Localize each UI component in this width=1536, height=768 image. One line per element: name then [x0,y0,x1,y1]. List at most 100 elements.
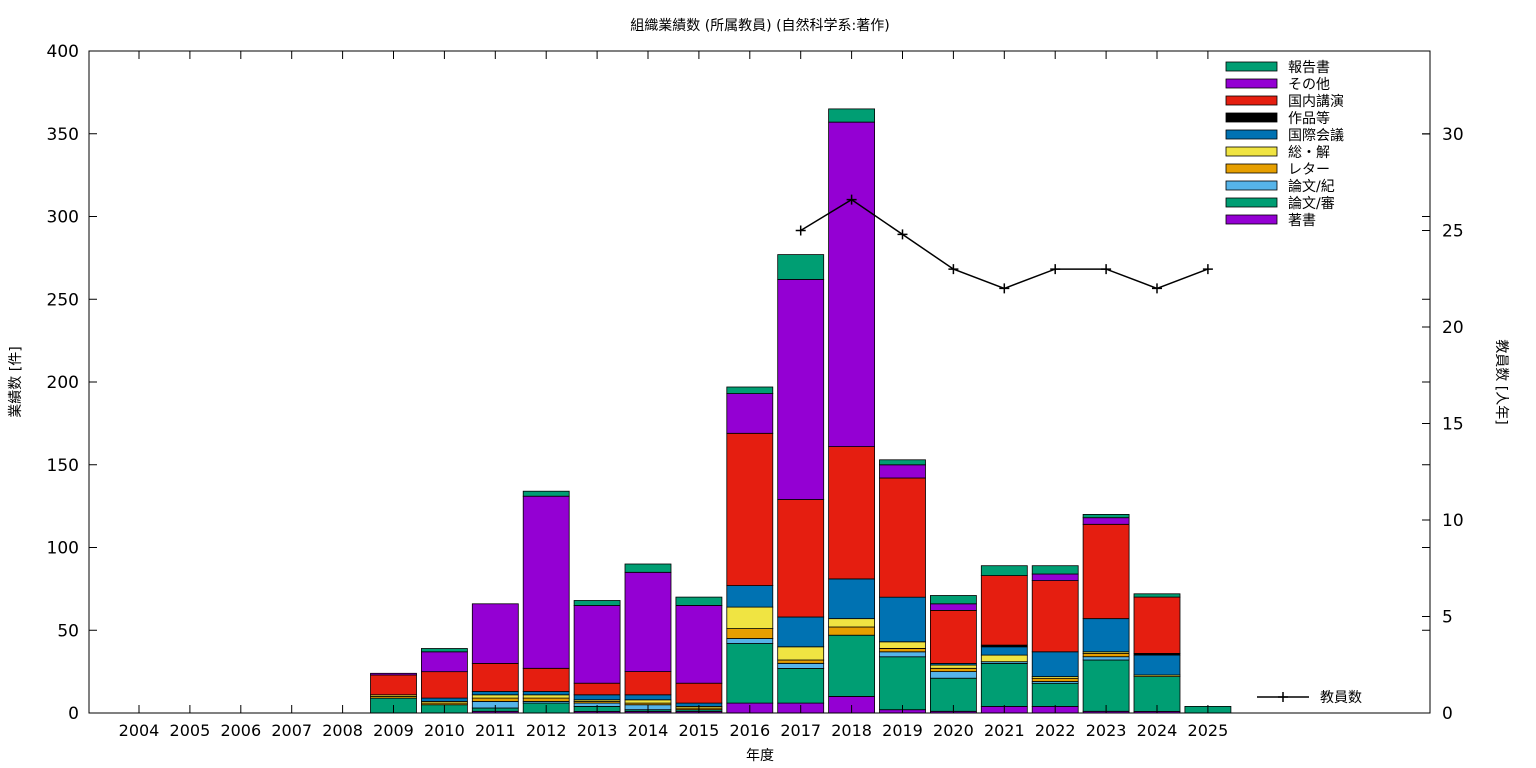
legend-label-3: 作品等 [1288,110,1330,127]
bar-segment-2018-4 [828,618,875,628]
x-axis-label: 年度 [746,748,774,764]
y-tick-label: 200 [47,373,79,393]
bar-segment-2019-4 [879,641,926,649]
bar-segment-2011-5 [471,691,519,696]
bar-segment-2011-4 [471,694,519,699]
x-tick-label: 2007 [271,721,312,740]
bar-segment-2018-1 [828,634,875,697]
bar-segment-2020-3 [930,667,977,672]
legend-line-label: 教員数 [1320,690,1362,706]
bar-segment-2013-9 [573,600,621,606]
bar-segment-2019-9 [879,459,926,466]
bar-segment-2024-7 [1133,596,1181,654]
bar-segment-2011-8 [471,603,519,664]
bar-segment-2014-4 [624,699,672,704]
x-tick-label: 2018 [831,721,872,740]
x-tick-label: 2017 [780,721,821,740]
legend-swatch-2 [1225,95,1278,106]
legend-label-6: レター [1288,162,1330,178]
bar-segment-2019-2 [879,651,926,658]
bar-segment-2017-3 [777,659,825,664]
y2-tick-label: 0 [1442,704,1453,724]
legend-label-4: 国際会議 [1288,127,1344,144]
bar-segment-2016-8 [726,393,774,434]
bar-segment-2023-7 [1082,523,1130,619]
bar-segment-2021-5 [980,646,1028,656]
line-point-2019 [897,229,908,240]
y-tick-label: 0 [68,704,79,724]
bar-segment-2013-7 [573,682,621,696]
y-tick-label: 100 [47,539,79,559]
legend-label-8: 論文/審 [1288,196,1335,212]
y2-tick-label: 15 [1442,414,1464,434]
legend-label-0: 報告書 [1288,60,1330,76]
bar-segment-2017-2 [777,663,825,669]
bar-segment-2012-4 [522,694,570,699]
legend-swatch-9 [1225,214,1278,225]
legend-swatch-0 [1225,61,1278,72]
bar-segment-2016-2 [726,638,774,644]
axes-layer: 0501001502002503003504000510152025302004… [47,42,1464,740]
bar-segment-2022-5 [1031,651,1079,677]
legend-line-marker [1278,692,1288,702]
x-tick-label: 2011 [475,721,516,740]
x-tick-label: 2020 [933,721,974,740]
line-point-2023 [1101,264,1112,275]
bar-segment-2023-2 [1082,656,1130,661]
bar-segment-2024-9 [1133,593,1181,598]
bar-segment-2010-5 [420,697,468,702]
bar-segment-2018-9 [828,108,875,123]
legend-swatch-3 [1225,112,1278,123]
bar-segment-2021-9 [980,565,1028,577]
bar-segment-2020-2 [930,671,977,679]
bar-segment-2010-9 [420,648,468,653]
line-point-2021 [999,283,1010,294]
legend-label-1: その他 [1288,77,1330,93]
x-tick-label: 2015 [679,721,720,740]
bar-segment-2009-7 [370,674,417,696]
line-point-2018 [846,194,857,205]
bar-segment-2011-3 [471,697,519,702]
y2-tick-label: 10 [1442,511,1464,531]
bar-segment-2016-1 [726,643,774,704]
bar-segment-2019-8 [879,464,926,479]
bar-segment-2017-9 [777,254,825,280]
bar-segment-2019-5 [879,596,926,643]
bar-segment-2013-5 [573,694,621,701]
bar-segment-2023-5 [1082,618,1130,653]
bar-segment-2009-8 [370,672,417,676]
x-tick-label: 2022 [1035,721,1076,740]
bar-segment-2024-5 [1133,654,1181,676]
x-tick-label: 2021 [984,721,1025,740]
bar-segment-2016-9 [726,386,774,394]
y-tick-label: 150 [47,456,79,476]
y2-tick-label: 5 [1442,607,1453,627]
x-tick-label: 2013 [577,721,618,740]
bar-segment-2017-1 [777,667,825,704]
y-tick-label: 300 [47,208,79,228]
bar-segment-2020-8 [930,603,977,611]
bar-segment-2016-4 [726,606,774,629]
legend-label-5: 総・解 [1288,145,1330,161]
y-tick-label: 350 [47,125,79,145]
bar-segment-2017-4 [777,646,825,661]
bar-segment-2019-1 [879,656,926,711]
y2-axis-label: 教員数 [人年] [1493,339,1509,424]
x-tick-label: 2004 [119,721,160,740]
bar-segment-2017-7 [777,499,825,618]
bar-segment-2014-8 [624,571,672,672]
legend-label-2: 国内講演 [1288,94,1344,110]
y2-tick-label: 25 [1442,221,1464,241]
bar-segment-2023-8 [1082,517,1130,525]
x-tick-label: 2019 [882,721,923,740]
bar-segment-2017-5 [777,616,825,648]
bar-segment-2019-3 [879,648,926,653]
x-tick-label: 2008 [322,721,363,740]
x-tick-label: 2014 [628,721,669,740]
line-layer [795,194,1213,294]
bar-segment-2023-1 [1082,659,1130,712]
y-tick-label: 250 [47,290,79,310]
bar-segment-2015-8 [675,605,723,684]
